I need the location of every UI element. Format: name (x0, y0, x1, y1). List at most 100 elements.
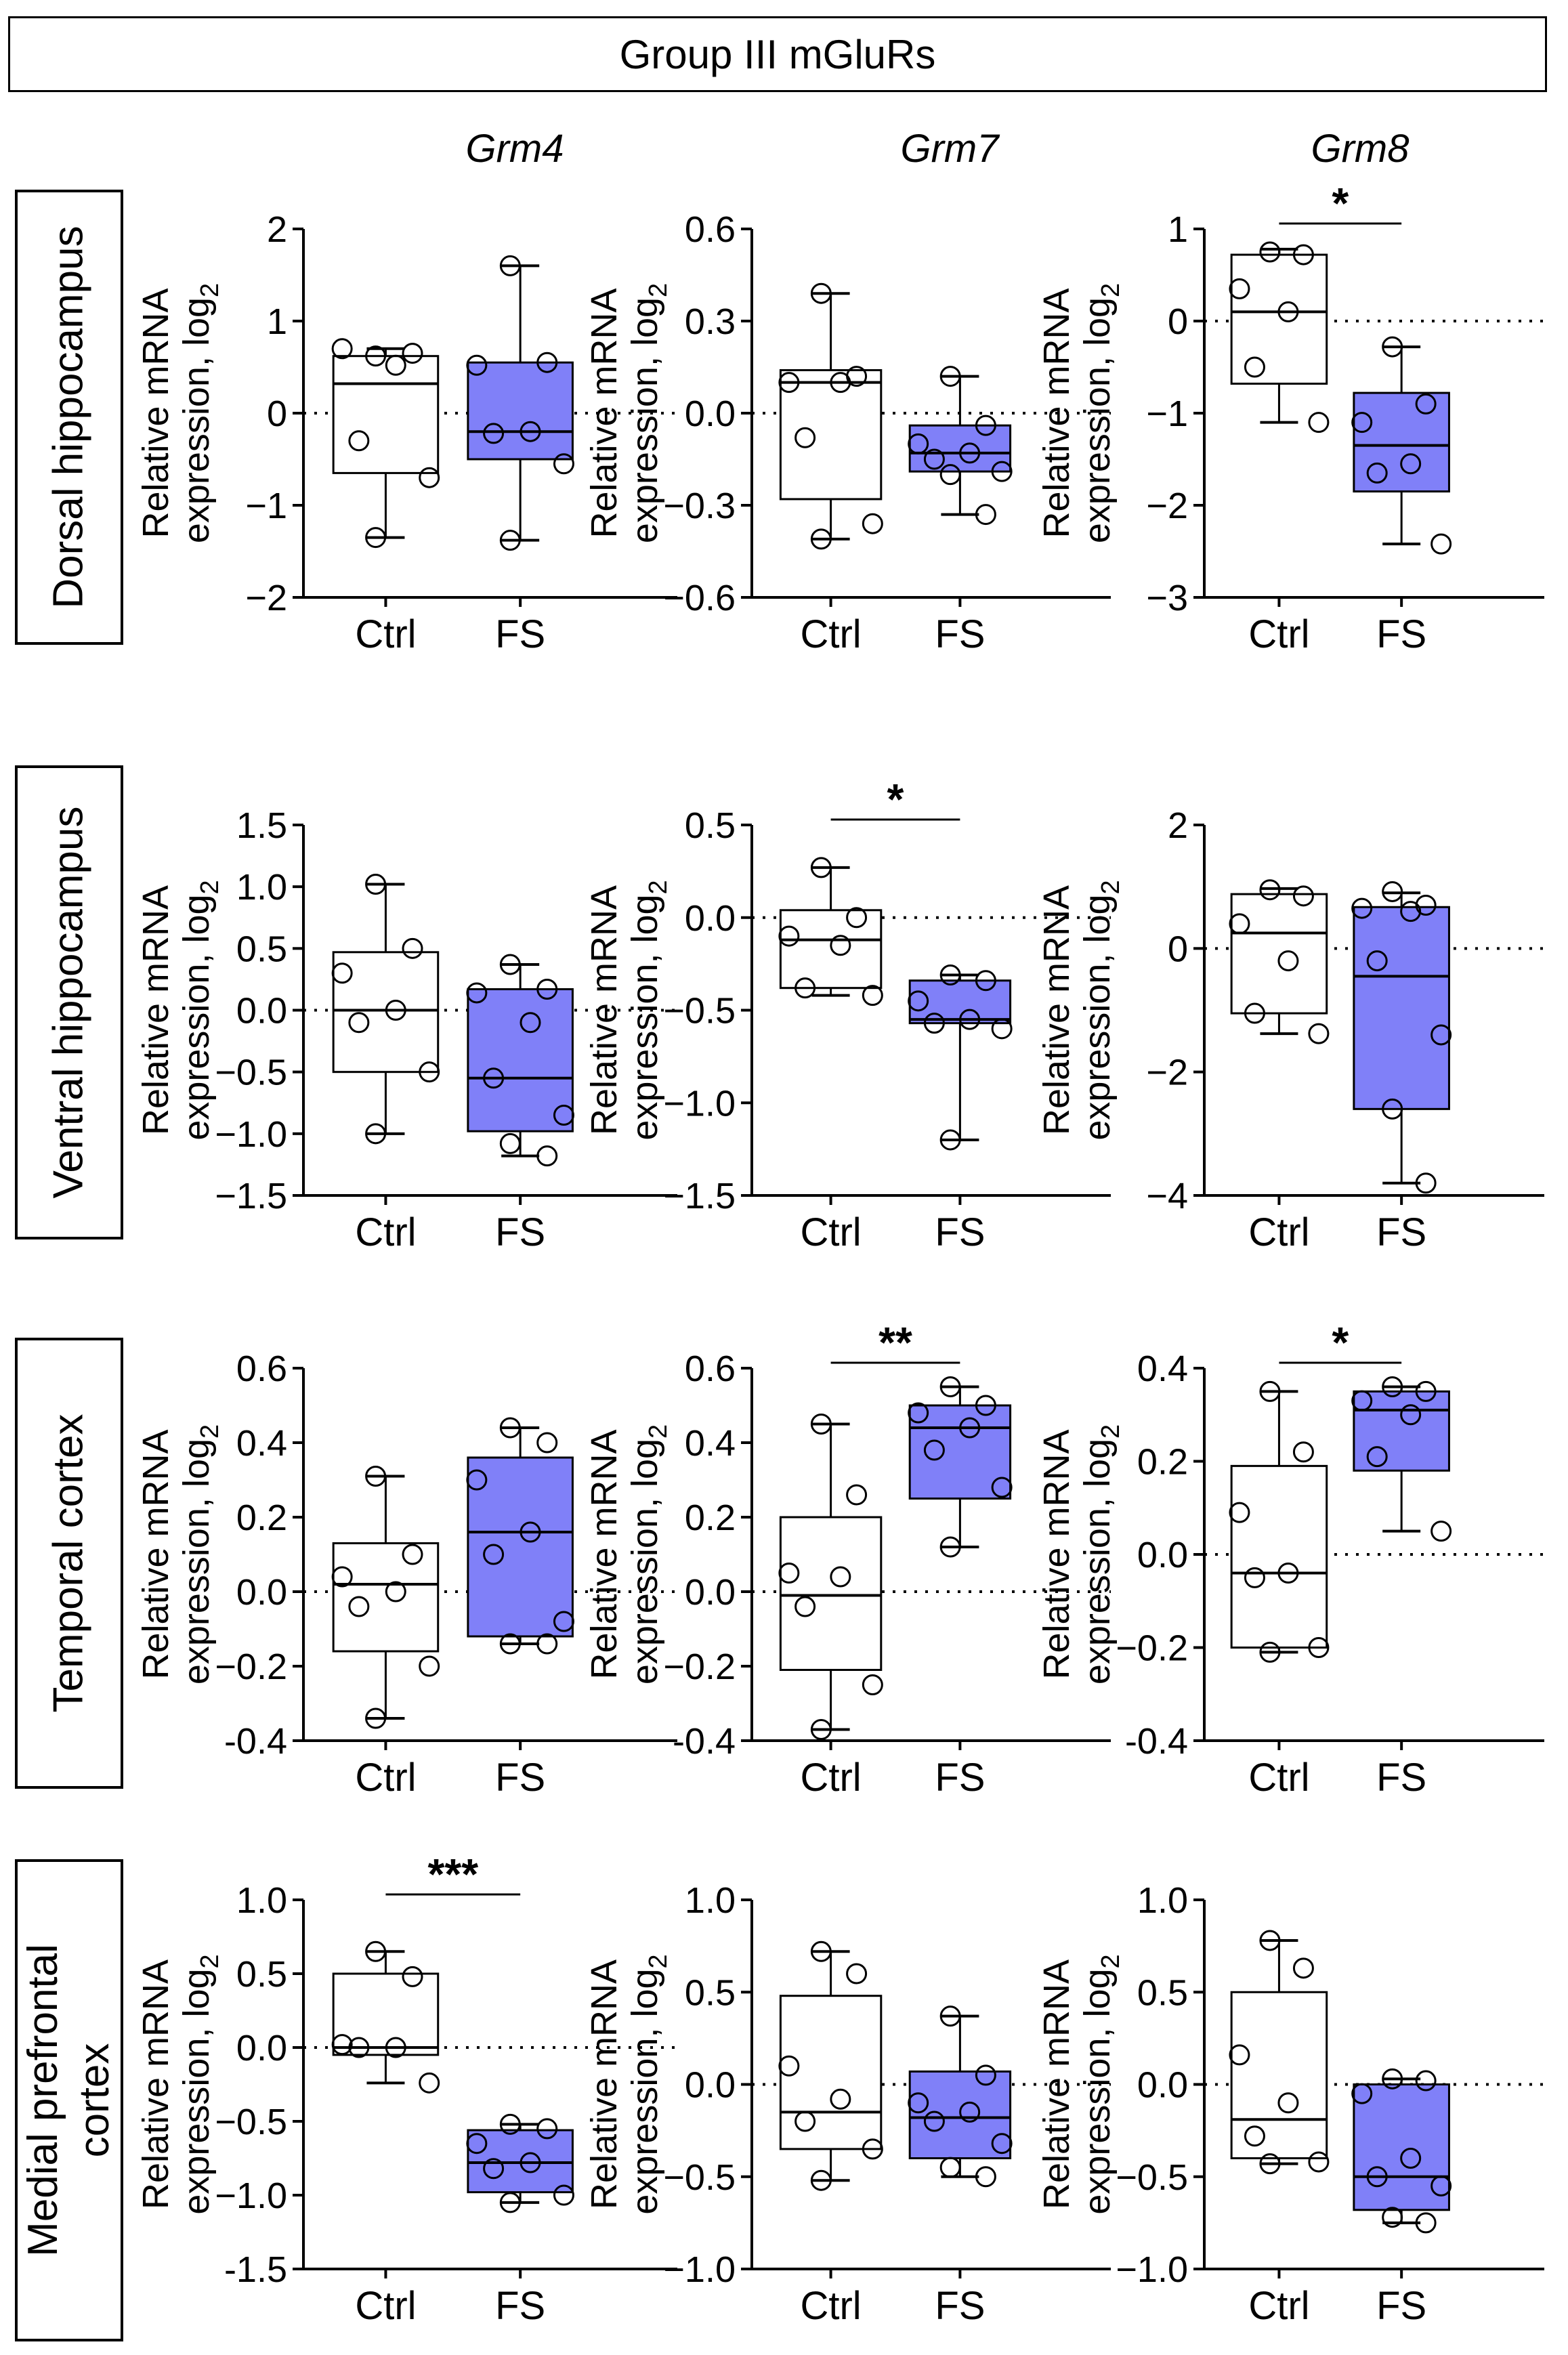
data-point (1229, 1502, 1250, 1523)
data-point (1277, 950, 1299, 972)
y-tick-label: 0.5 (685, 805, 736, 846)
iqr-box (467, 1456, 574, 1638)
row-label-ventral-hippocampus: Ventral hippocampus (15, 765, 123, 1239)
y-tick-label: −0.6 (663, 578, 736, 618)
data-point (794, 1596, 816, 1617)
data-point (1382, 2207, 1403, 2228)
x-tick-label: Ctrl (800, 1756, 861, 1800)
y-tick-label: 0.4 (236, 1423, 287, 1464)
data-point (778, 1563, 800, 1584)
data-point (1351, 1390, 1373, 1412)
data-point (1415, 895, 1437, 916)
data-point (991, 461, 1013, 482)
panel-1-0: −1.5 −1.0 −0.5 0.0 0.5 1.0 1.5 Ctrl FS Relative m… (135, 805, 677, 1254)
y-tick-label: −0.2 (663, 1647, 736, 1687)
data-point (483, 1067, 505, 1089)
y-tick-label: 1.0 (236, 1880, 287, 1921)
y-tick-label: −2 (1146, 486, 1188, 526)
data-point (1259, 1930, 1281, 1951)
row-label-medial-prefrontal-cortex: Medial prefrontal cortex (15, 1859, 123, 2341)
data-point (975, 1395, 996, 1416)
x-tick-label: Ctrl (355, 612, 416, 656)
data-point (1431, 1024, 1452, 1046)
data-point (1415, 2070, 1437, 2092)
data-point (1244, 356, 1265, 378)
data-point (810, 857, 832, 878)
data-point (862, 1674, 883, 1695)
panel-0-2: −3 −2 −1 0 1 Ctrl FS Relative mRNAexpression, l… (1036, 179, 1544, 656)
x-tick-label: Ctrl (800, 2284, 861, 2328)
data-point (348, 2037, 370, 2058)
panel-2-0: -0.4 −0.2 0.0 0.2 0.4 0.6 Ctrl FS Relative mRNAe… (135, 1349, 677, 1800)
data-point (810, 528, 832, 550)
figure-title-box: Group III mGluRs (8, 16, 1547, 92)
data-point (520, 1521, 541, 1543)
data-point (1292, 885, 1314, 907)
x-tick-label: Ctrl (1248, 1210, 1309, 1254)
data-point (365, 1466, 387, 1487)
x-tick-label: FS (1376, 612, 1426, 656)
data-point (778, 925, 800, 947)
data-point (1366, 462, 1388, 484)
y-tick-label: −0.3 (663, 486, 736, 526)
data-point (1292, 244, 1314, 266)
data-point (499, 1132, 521, 1154)
y-tick-label: −0.5 (663, 2157, 736, 2198)
data-point (419, 2072, 440, 2094)
x-tick-label: FS (935, 2284, 985, 2328)
data-point (778, 372, 800, 394)
y-tick-label: −1.5 (215, 1176, 287, 1216)
data-point (385, 354, 406, 376)
data-point (939, 964, 961, 986)
y-axis-label: Relative mRNAexpression, log2 (1036, 1424, 1125, 1684)
column-title-grm4: Grm4 (465, 127, 564, 171)
y-tick-label: 0.5 (685, 1972, 736, 2013)
data-point (1259, 2153, 1281, 2175)
y-tick-label: 2 (1168, 805, 1188, 846)
y-tick-label: 0.3 (685, 301, 736, 342)
data-point (536, 352, 558, 373)
data-point (830, 1566, 851, 1588)
data-point (908, 433, 929, 454)
data-point (923, 1013, 945, 1034)
x-tick-label: FS (1376, 2284, 1426, 2328)
box-fs (466, 1417, 574, 1655)
x-tick-label: FS (495, 2284, 545, 2328)
y-axis-label: Relative mRNAexpression, log2 (584, 1424, 673, 1684)
y-tick-label: 0.0 (236, 991, 287, 1032)
y-tick-label: 1.0 (1137, 1880, 1188, 1921)
data-point (1400, 2148, 1422, 2169)
x-tick-label: FS (495, 1210, 545, 1254)
data-point (1431, 2175, 1452, 2197)
y-axis-label: Relative mRNAexpression, log2 (1036, 283, 1125, 543)
iqr-box (1353, 2083, 1450, 2211)
box-ctrl (778, 282, 883, 550)
box-fs (466, 2113, 574, 2213)
column-title-grm8: Grm8 (1311, 127, 1410, 171)
data-point (939, 366, 961, 387)
data-point (923, 448, 945, 470)
y-tick-label: −3 (1146, 578, 1188, 618)
box-fs (1351, 336, 1452, 555)
data-point (794, 427, 816, 448)
panel-3-0: -1.5 −1.0 −0.5 0.0 0.5 1.0 Ctrl FS Relative mRNA… (135, 1850, 677, 2328)
data-point (1431, 1521, 1452, 1542)
y-tick-label: 0.2 (236, 1498, 287, 1538)
data-point (1308, 2151, 1330, 2173)
data-point (1431, 533, 1452, 555)
y-tick-label: −2 (1146, 1053, 1188, 1093)
row-label-dorsal-hippocampus: Dorsal hippocampus (15, 190, 123, 645)
box-ctrl (1229, 1380, 1330, 1663)
data-point (794, 977, 816, 999)
row-label-temporal-cortex: Temporal cortex (15, 1338, 123, 1789)
y-tick-label: −1.0 (663, 2249, 736, 2290)
y-tick-label: 0.5 (236, 929, 287, 969)
box-fs (1351, 881, 1452, 1194)
y-tick-label: 0 (267, 394, 287, 434)
data-point (908, 1402, 929, 1424)
data-point (991, 2133, 1013, 2155)
data-point (466, 354, 488, 376)
data-point (348, 430, 370, 452)
y-axis-label: Relative mRNAexpression, log2 (1036, 880, 1125, 1140)
